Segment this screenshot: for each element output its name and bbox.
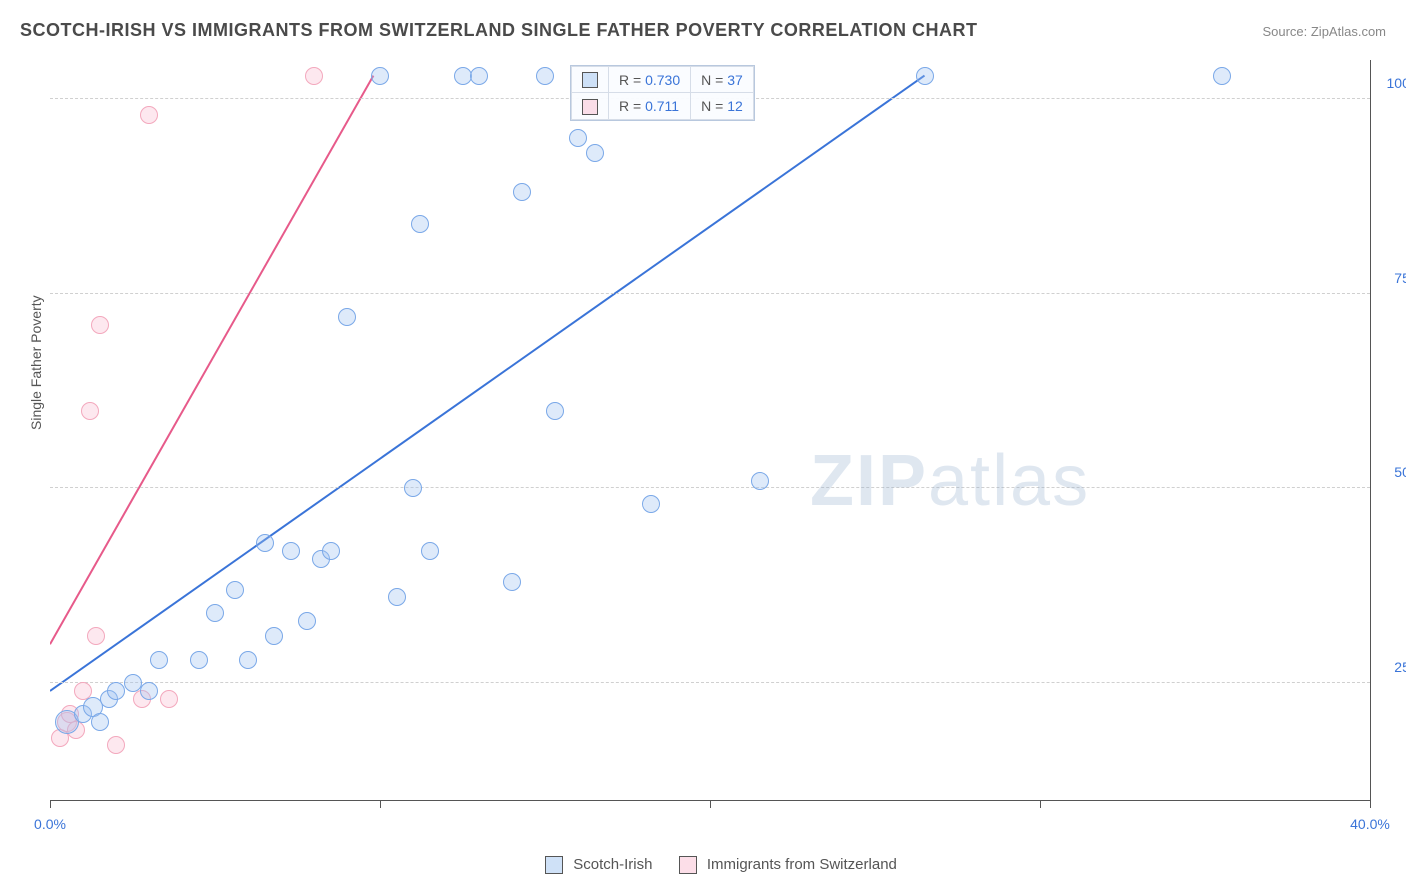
gridline-y — [50, 293, 1370, 294]
corr-row-a: R = 0.730 N = 37 — [572, 67, 754, 93]
correlation-box: R = 0.730 N = 37 R = 0.711 N = 12 — [570, 65, 755, 121]
data-point — [751, 472, 769, 490]
tick-x — [50, 800, 51, 808]
tick-x — [1370, 800, 1371, 808]
source-label: Source: ZipAtlas.com — [1262, 24, 1386, 39]
data-point — [338, 308, 356, 326]
data-point — [91, 713, 109, 731]
data-point — [140, 106, 158, 124]
data-point — [305, 67, 323, 85]
data-point — [411, 215, 429, 233]
data-point — [81, 402, 99, 420]
data-point — [586, 144, 604, 162]
data-point — [569, 129, 587, 147]
data-point — [87, 627, 105, 645]
legend-label-a: Scotch-Irish — [573, 856, 652, 873]
x-tick-label: 0.0% — [34, 816, 66, 832]
data-point — [239, 651, 257, 669]
chart-title: SCOTCH-IRISH VS IMMIGRANTS FROM SWITZERL… — [20, 20, 978, 41]
data-point — [107, 736, 125, 754]
data-point — [536, 67, 554, 85]
data-point — [642, 495, 660, 513]
data-point — [546, 402, 564, 420]
data-point — [124, 674, 142, 692]
data-point — [256, 534, 274, 552]
gridline-y — [50, 682, 1370, 683]
data-point — [150, 651, 168, 669]
data-point — [513, 183, 531, 201]
data-point — [421, 542, 439, 560]
data-point — [190, 651, 208, 669]
data-point — [265, 627, 283, 645]
y-axis-label: Single Father Poverty — [28, 295, 44, 430]
data-point — [1213, 67, 1231, 85]
y-tick-label: 50.0% — [1394, 464, 1406, 480]
x-tick-label: 40.0% — [1350, 816, 1390, 832]
legend-swatch-a-icon — [545, 856, 563, 874]
tick-x — [380, 800, 381, 808]
legend: Scotch-Irish Immigrants from Switzerland — [50, 856, 1370, 874]
data-point — [322, 542, 340, 560]
swatch-b-icon — [582, 99, 598, 115]
data-point — [454, 67, 472, 85]
data-point — [298, 612, 316, 630]
legend-swatch-b-icon — [679, 856, 697, 874]
swatch-a-icon — [582, 72, 598, 88]
tick-x — [1040, 800, 1041, 808]
plot-area: ZIPatlas 25.0%50.0%75.0%100.0%0.0%40.0% — [50, 60, 1371, 801]
data-point — [388, 588, 406, 606]
y-tick-label: 75.0% — [1394, 270, 1406, 286]
legend-label-b: Immigrants from Switzerland — [707, 856, 897, 873]
data-point — [282, 542, 300, 560]
data-point — [371, 67, 389, 85]
data-point — [916, 67, 934, 85]
gridline-y — [50, 487, 1370, 488]
data-point — [107, 682, 125, 700]
data-point — [404, 479, 422, 497]
y-tick-label: 100.0% — [1387, 75, 1406, 91]
trend-lines — [50, 60, 1370, 800]
data-point — [503, 573, 521, 591]
data-point — [226, 581, 244, 599]
corr-row-b: R = 0.711 N = 12 — [572, 93, 754, 119]
data-point — [470, 67, 488, 85]
data-point — [160, 690, 178, 708]
watermark: ZIPatlas — [810, 440, 1090, 522]
y-tick-label: 25.0% — [1394, 659, 1406, 675]
data-point — [206, 604, 224, 622]
data-point — [140, 682, 158, 700]
tick-x — [710, 800, 711, 808]
data-point — [91, 316, 109, 334]
